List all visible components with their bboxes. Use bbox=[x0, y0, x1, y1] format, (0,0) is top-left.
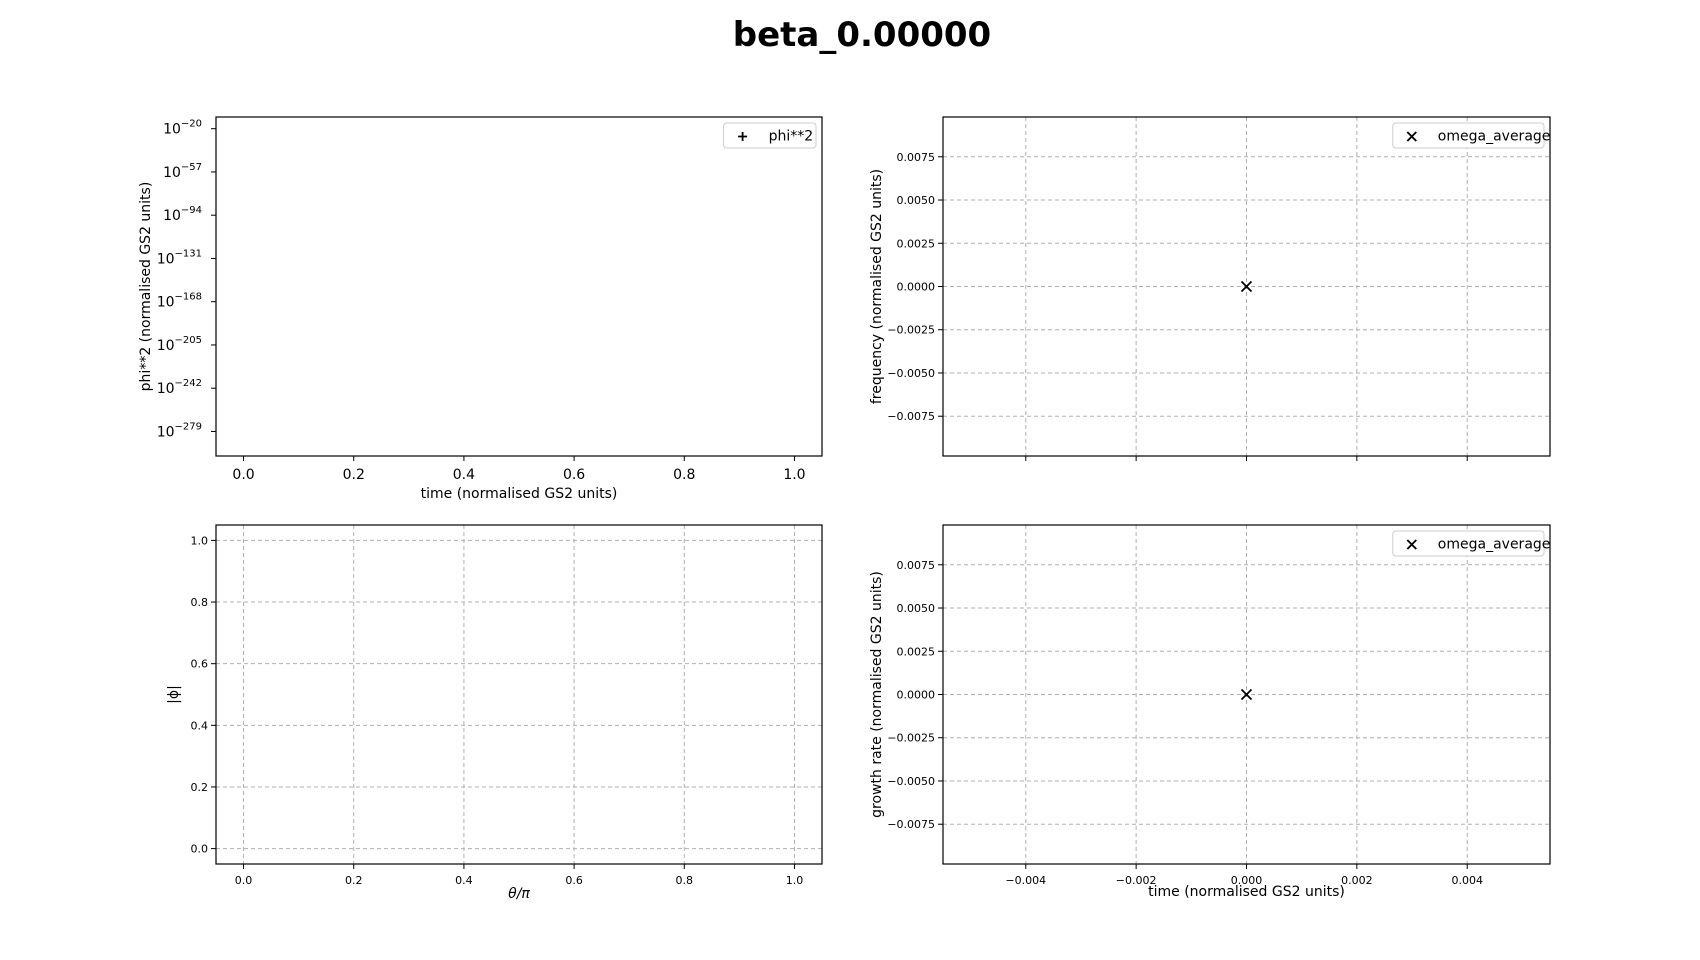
x-tick-label: 0.2 bbox=[345, 874, 363, 887]
legend-marker bbox=[1406, 539, 1417, 550]
y-axis-label: growth rate (normalised GS2 units) bbox=[869, 571, 885, 818]
legend: omega_average bbox=[1392, 530, 1551, 557]
y-tick-label: 0.0025 bbox=[897, 645, 936, 658]
y-tick-label: −0.0050 bbox=[887, 775, 935, 788]
y-tick-label: 0.0000 bbox=[897, 689, 936, 702]
legend-label: omega_average bbox=[1438, 537, 1551, 553]
x-tick-label: 0.0 bbox=[232, 467, 254, 483]
x-axis-label: time (normalised GS2 units) bbox=[1148, 884, 1345, 900]
y-tick-label: 0.0025 bbox=[897, 237, 936, 250]
legend: phi**2 bbox=[723, 122, 817, 149]
y-tick-label: 0.0050 bbox=[897, 194, 936, 207]
y-tick-label: 10−205 bbox=[157, 335, 202, 354]
y-tick-label: 0.0075 bbox=[897, 559, 936, 572]
x-tick-label: 0.6 bbox=[565, 874, 583, 887]
x-tick-label: 0.0 bbox=[235, 874, 253, 887]
x-tick-label: −0.002 bbox=[1116, 874, 1157, 887]
x-tick-label: 0.8 bbox=[676, 874, 694, 887]
y-tick-label: 0.0050 bbox=[897, 602, 936, 615]
x-tick-label: 0.2 bbox=[343, 467, 365, 483]
data-point bbox=[1240, 280, 1253, 293]
y-tick-label: 10−20 bbox=[163, 119, 202, 138]
y-tick-label: −0.0025 bbox=[887, 324, 935, 337]
x-tick-label: 1.0 bbox=[786, 874, 804, 887]
y-tick-label: 10−242 bbox=[157, 378, 202, 397]
y-tick-label: −0.0050 bbox=[887, 367, 935, 380]
legend-box bbox=[1392, 122, 1545, 149]
figure-title: beta_0.00000 bbox=[733, 15, 991, 55]
legend-marker bbox=[1406, 131, 1417, 142]
y-tick-label: 10−57 bbox=[163, 162, 202, 181]
legend-box bbox=[723, 122, 817, 149]
y-tick-label: 10−94 bbox=[163, 205, 202, 224]
y-tick-label: 0.2 bbox=[191, 781, 209, 794]
y-tick-label: −0.0075 bbox=[887, 410, 935, 423]
y-tick-label: 0.4 bbox=[191, 719, 209, 732]
x-axis-label: θ/π bbox=[508, 886, 530, 902]
x-tick-label: 1.0 bbox=[783, 467, 805, 483]
y-tick-label: 10−131 bbox=[157, 248, 202, 267]
y-tick-label: 10−168 bbox=[157, 292, 202, 311]
legend: omega_average bbox=[1392, 122, 1551, 149]
plot-frame bbox=[215, 524, 823, 865]
legend-box bbox=[1392, 530, 1545, 557]
y-tick-label: 0.0000 bbox=[897, 281, 936, 294]
x-tick-label: 0.4 bbox=[455, 874, 473, 887]
data-point bbox=[1240, 688, 1253, 701]
legend-marker bbox=[738, 132, 748, 141]
legend-label: omega_average bbox=[1438, 129, 1551, 145]
chart-phi2: 0.0 0.2 0.4 0.6 0.8 1.0 10−20 10−57 10−94 10−131 1… bbox=[138, 116, 823, 502]
y-tick-label: 0.6 bbox=[191, 658, 209, 671]
y-axis-label: |ϕ| bbox=[166, 685, 182, 704]
y-tick-label: 10−279 bbox=[157, 421, 202, 440]
x-tick-label: 0.004 bbox=[1451, 874, 1483, 887]
y-axis-label: phi**2 (normalised GS2 units) bbox=[138, 182, 154, 392]
x-tick-label: −0.004 bbox=[1005, 874, 1046, 887]
y-tick-label: 0.0 bbox=[191, 843, 209, 856]
chart-growth: −0.004 −0.002 0.000 0.002 0.004 0.0075 0.0050 0… bbox=[869, 524, 1551, 900]
x-tick-label: 0.4 bbox=[453, 467, 475, 483]
chart-frequency: 0.0075 0.0050 0.0025 0.0000 −0.0025 −0.0050 −0… bbox=[869, 116, 1551, 461]
x-tick-label: 0.8 bbox=[673, 467, 695, 483]
y-tick-label: 0.8 bbox=[191, 596, 209, 609]
x-axis-label: time (normalised GS2 units) bbox=[421, 486, 618, 502]
legend-label: phi**2 bbox=[769, 129, 814, 145]
y-axis-label: frequency (normalised GS2 units) bbox=[869, 169, 885, 404]
y-tick-label: −0.0075 bbox=[887, 818, 935, 831]
x-tick-label: 0.002 bbox=[1341, 874, 1373, 887]
x-tick-label: 0.6 bbox=[563, 467, 585, 483]
y-tick-label: −0.0025 bbox=[887, 732, 935, 745]
plot-frame bbox=[215, 116, 823, 457]
chart-phi_theta: 0.0 0.2 0.4 0.6 0.8 1.0 0.0 0.2 0.4 0.6 0.8 1.0 θ/π |… bbox=[166, 524, 823, 902]
y-tick-label: 1.0 bbox=[191, 534, 209, 547]
y-tick-label: 0.0075 bbox=[897, 151, 936, 164]
x-tick-label: 0.000 bbox=[1231, 874, 1263, 887]
